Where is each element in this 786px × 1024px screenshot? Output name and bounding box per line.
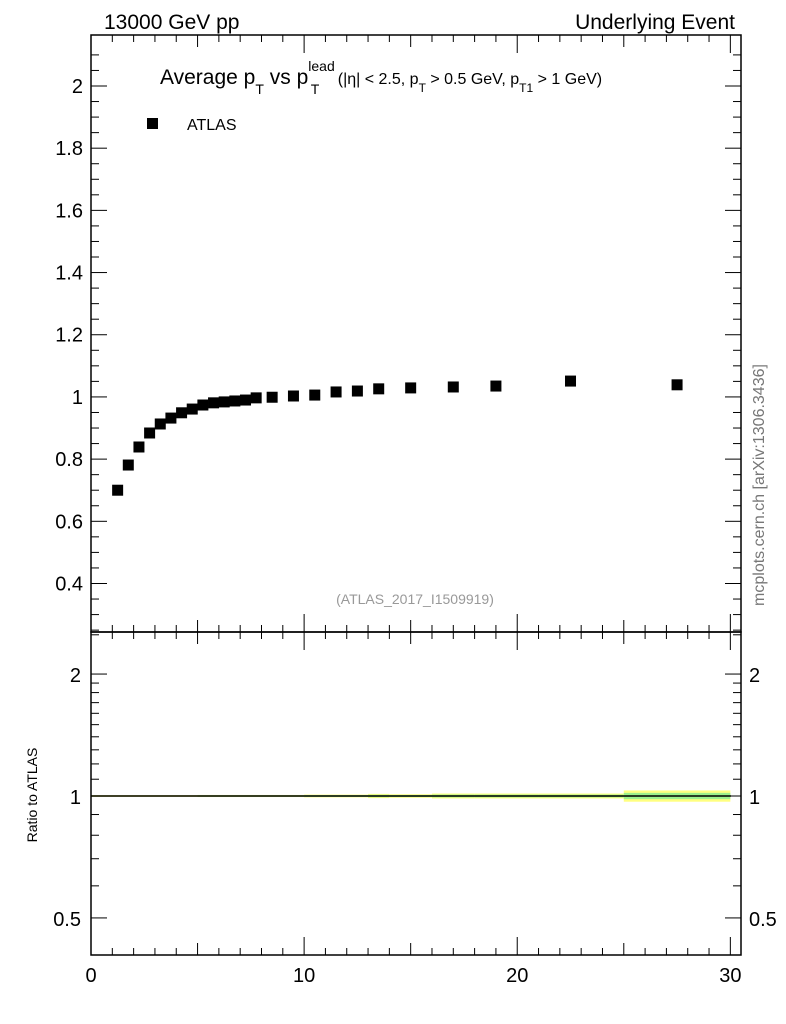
data-point-atlas xyxy=(176,407,188,419)
ratio-ylabel: Ratio to ATLAS xyxy=(24,748,40,843)
data-point-atlas xyxy=(133,441,145,453)
data-point-atlas xyxy=(144,427,156,439)
y-tick-label: 0.4 xyxy=(55,573,83,595)
data-point-atlas xyxy=(229,395,241,407)
y-tick-label: 1.8 xyxy=(55,138,83,160)
x-tick-label: 20 xyxy=(506,965,528,987)
x-tick-label: 30 xyxy=(719,965,741,987)
ratio-y-tick-label-right: 0.5 xyxy=(749,909,777,931)
data-point-atlas xyxy=(154,418,166,430)
data-point-atlas xyxy=(218,396,230,408)
data-point-atlas xyxy=(351,385,363,397)
x-tick-label: 10 xyxy=(293,965,315,987)
main-panel: 0.4 0.6 0.8 1 1.2 1.4 1.6 1.8 2 Average pT vs pl… xyxy=(55,34,742,633)
x-tick-label: 0 xyxy=(85,965,96,987)
header-left: 13000 GeV pp xyxy=(104,11,239,34)
data-point-atlas xyxy=(266,391,278,403)
legend-marker-atlas xyxy=(147,118,158,129)
ratio-y-tick-label: 1 xyxy=(70,787,81,809)
ratio-y-tick-label: 0.5 xyxy=(53,909,81,931)
data-point-atlas xyxy=(373,383,385,395)
data-point-atlas xyxy=(122,459,134,471)
data-point-atlas xyxy=(208,397,220,409)
data-point-atlas xyxy=(250,392,262,404)
data-point-atlas xyxy=(405,382,417,394)
data-point-atlas xyxy=(565,375,577,387)
ratio-panel: 0.5 0.5 1 1 2 2 Ratio to ATLAS xyxy=(24,631,777,956)
data-point-atlas xyxy=(186,403,198,415)
header-right: Underlying Event xyxy=(575,11,735,34)
analysis-annotation: (ATLAS_2017_I1509919) xyxy=(336,591,494,607)
y-tick-label: 1.2 xyxy=(55,325,83,347)
data-point-atlas xyxy=(330,386,342,398)
ratio-y-tick-label-right: 1 xyxy=(749,787,760,809)
data-point-atlas xyxy=(309,389,321,401)
y-tick-label: 0.6 xyxy=(55,511,83,533)
data-point-atlas xyxy=(112,484,124,496)
chart-title: Average pT vs plead T (|η| < 2.5, pT > 0.… xyxy=(160,58,602,97)
y-tick-label: 2 xyxy=(72,76,83,98)
legend-label-atlas: ATLAS xyxy=(187,117,237,134)
y-tick-label: 0.8 xyxy=(55,449,83,471)
data-point-atlas xyxy=(240,394,252,406)
y-tick-label: 1.6 xyxy=(55,200,83,222)
ratio-y-tick-label-right: 2 xyxy=(749,665,760,687)
y-tick-label: 1 xyxy=(72,387,83,409)
data-point-atlas xyxy=(671,379,683,391)
data-point-atlas xyxy=(490,380,502,392)
y-tick-label: 1.4 xyxy=(55,263,83,285)
data-point-atlas xyxy=(447,381,459,393)
ratio-y-tick-label: 2 xyxy=(70,665,81,687)
data-point-atlas xyxy=(165,412,177,424)
side-label: mcplots.cern.ch [arXiv:1306.3436] xyxy=(751,364,768,606)
ratio-frame xyxy=(90,631,742,956)
data-point-atlas xyxy=(197,399,209,411)
data-point-atlas xyxy=(287,390,299,402)
